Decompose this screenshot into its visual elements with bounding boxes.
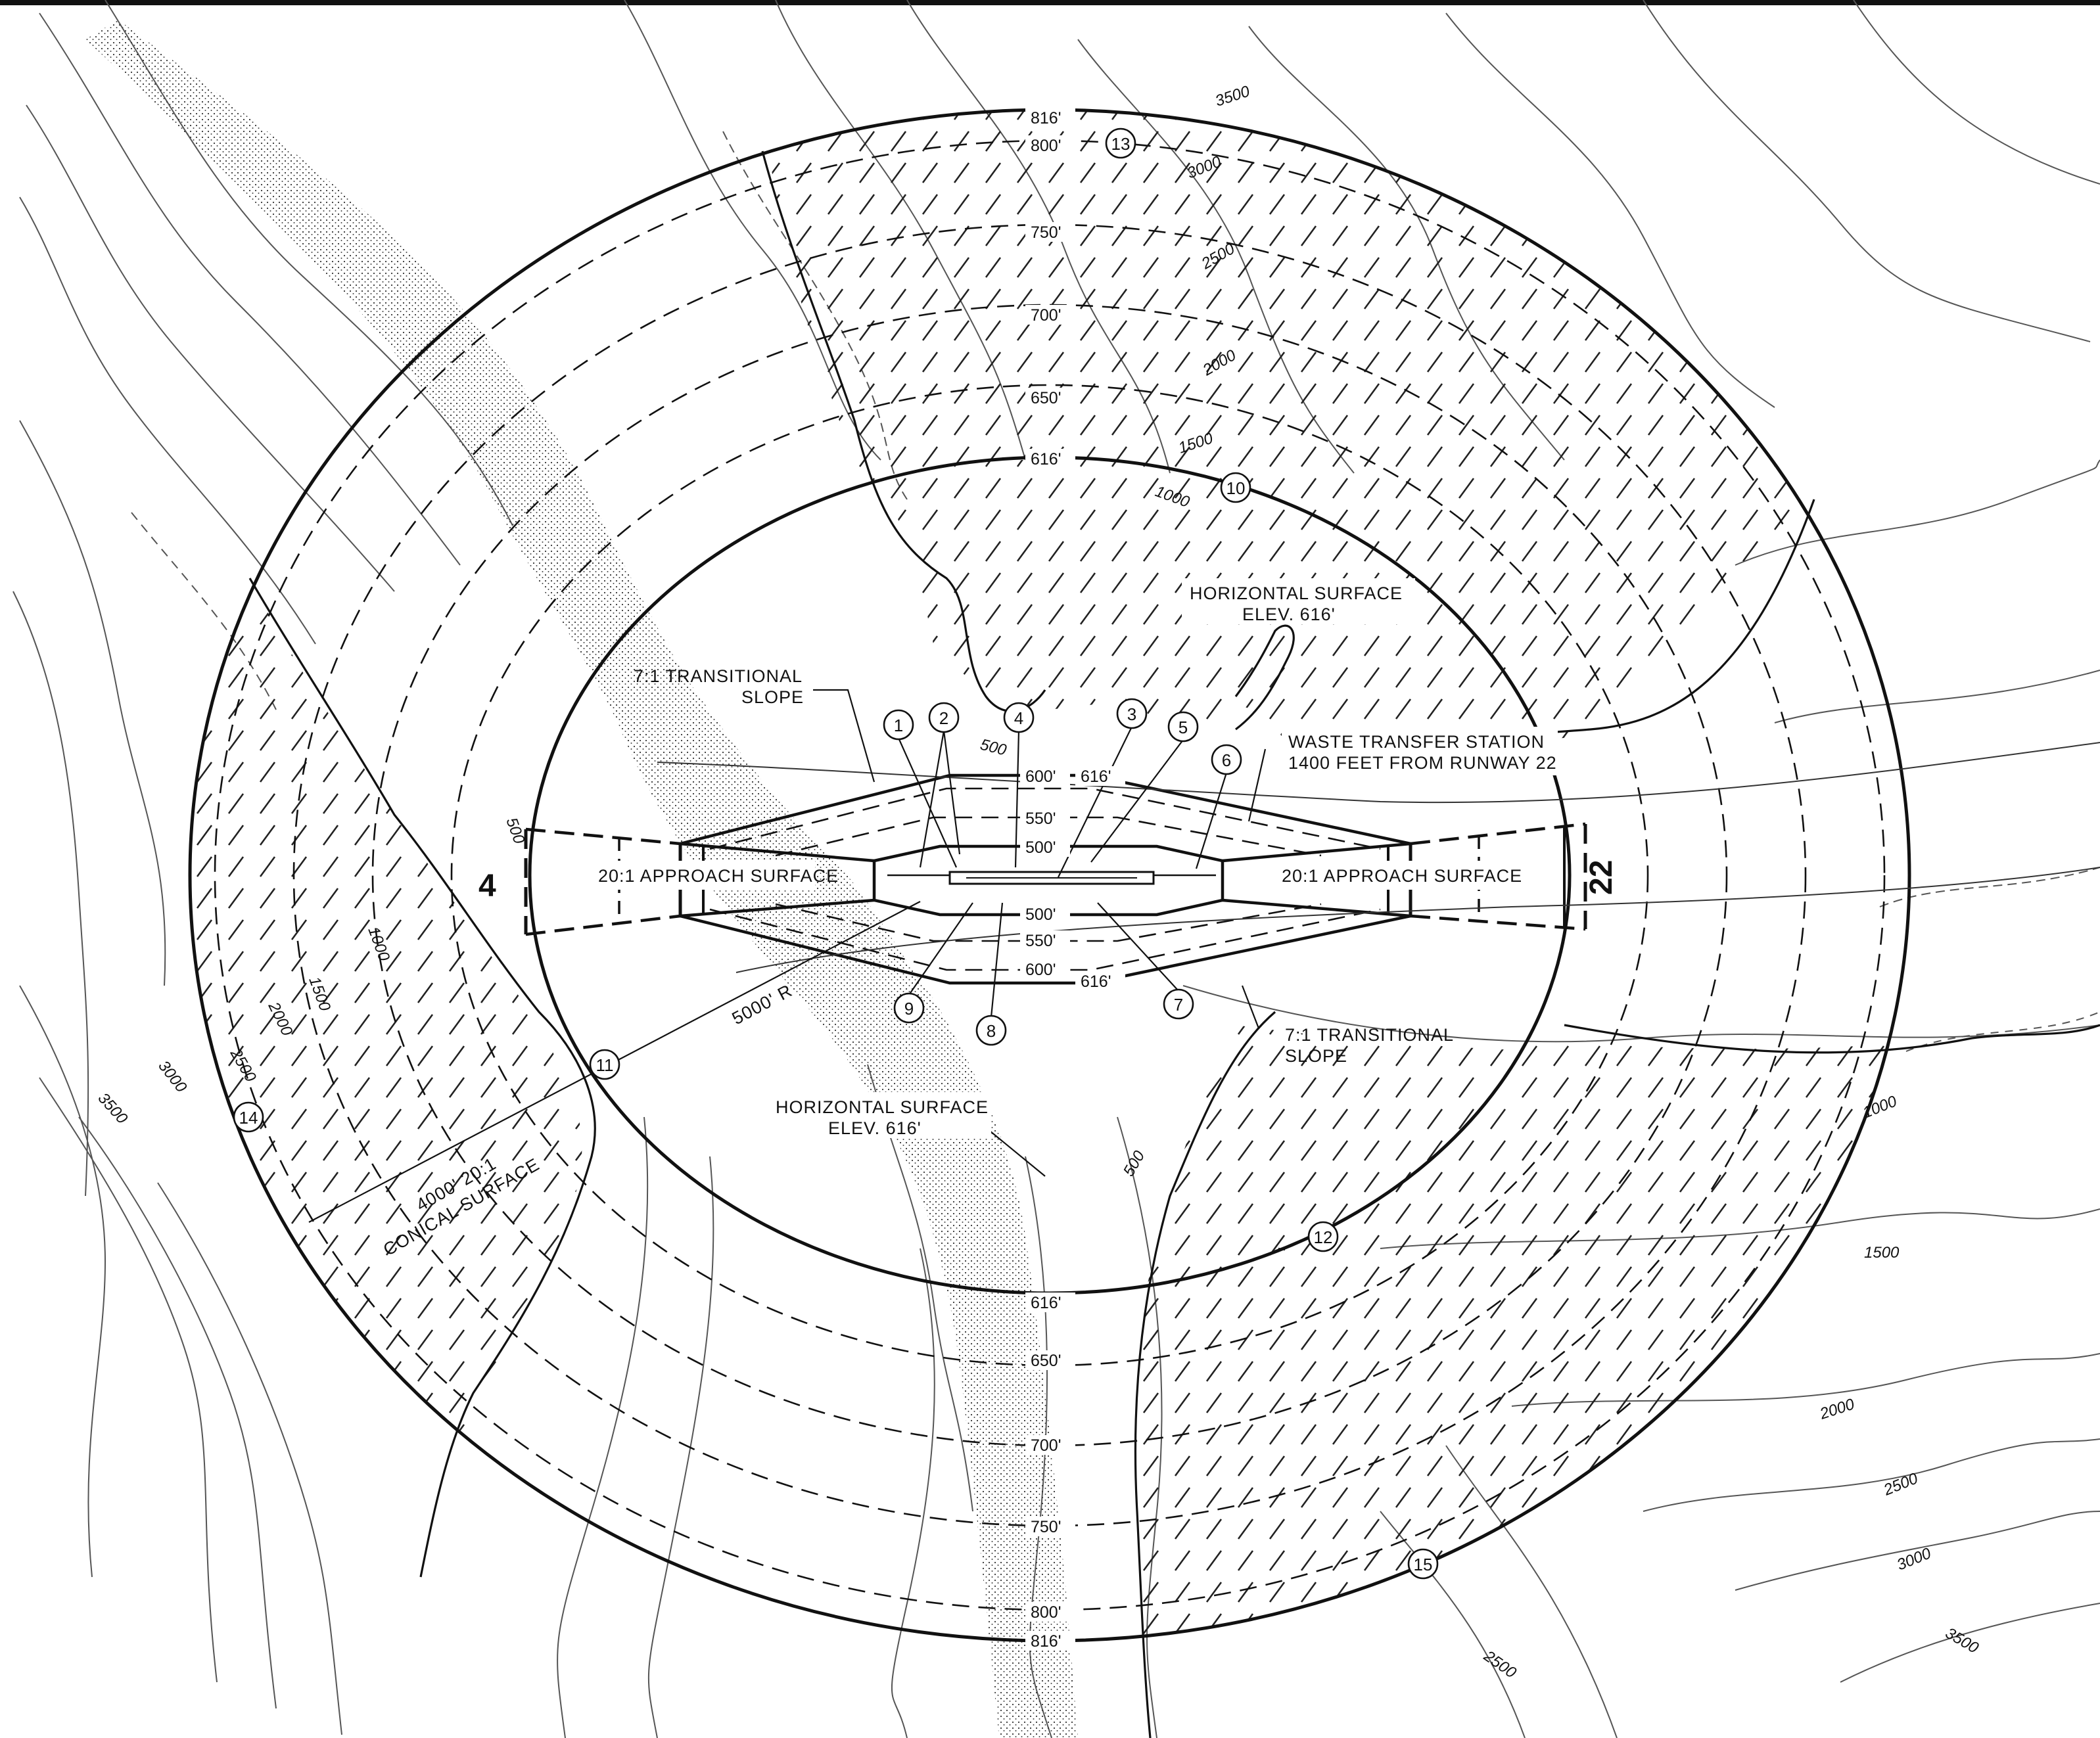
waste-station-line2: 1400 FEET FROM RUNWAY 22 bbox=[1288, 753, 1557, 773]
marker-14 bbox=[233, 1101, 264, 1133]
marker-4 bbox=[1003, 702, 1035, 733]
road-lines bbox=[657, 742, 2100, 973]
trans-550-bottom: 550' bbox=[1025, 932, 1056, 950]
horizontal-surface-north-line1: HORIZONTAL SURFACE bbox=[1190, 583, 1403, 603]
marker-5 bbox=[1167, 711, 1199, 743]
marker-13-label: 13 bbox=[1111, 134, 1131, 154]
marker-10 bbox=[1220, 472, 1251, 503]
approach-surface-west-label: 20:1 APPROACH SURFACE bbox=[598, 866, 839, 886]
approach-surface-east-label: 20:1 APPROACH SURFACE bbox=[1282, 866, 1522, 886]
elev-816-top: 816' bbox=[1031, 109, 1061, 127]
topo-1500-e: 1500 bbox=[1864, 1244, 1900, 1262]
topo-500-s: 500 bbox=[1120, 1147, 1149, 1179]
marker-2 bbox=[928, 702, 960, 733]
marker-7 bbox=[1163, 988, 1194, 1020]
marker-12-label: 12 bbox=[1314, 1227, 1333, 1247]
marker-8 bbox=[975, 1015, 1007, 1046]
transitional-south-line2: SLOPE bbox=[1285, 1046, 1347, 1066]
trans-500-bottom: 500' bbox=[1025, 905, 1056, 924]
marker-5-label: 5 bbox=[1178, 718, 1188, 737]
trans-600-bottom: 600' bbox=[1025, 961, 1056, 979]
marker-13 bbox=[1105, 127, 1136, 159]
elevation-label-backgrounds bbox=[1020, 108, 1125, 1651]
marker-2-label: 2 bbox=[939, 708, 948, 728]
elev-750-top: 750' bbox=[1031, 223, 1061, 242]
radius-label: 5000' R bbox=[729, 980, 796, 1028]
marker-10-label: 10 bbox=[1226, 478, 1246, 498]
trans-550-top: 550' bbox=[1025, 810, 1056, 828]
marker-6-label: 6 bbox=[1222, 750, 1231, 770]
marker-4-label: 4 bbox=[1014, 708, 1023, 728]
marker-15 bbox=[1407, 1548, 1439, 1580]
elev-650-top: 650' bbox=[1031, 389, 1061, 407]
marker-14-label: 14 bbox=[239, 1108, 258, 1128]
horizontal-surface-north-line2: ELEV. 616' bbox=[1242, 605, 1336, 624]
transitional-600-contour bbox=[709, 787, 1381, 850]
marker-11 bbox=[589, 1049, 620, 1080]
trans-616-top: 616' bbox=[1081, 767, 1111, 786]
elev-800-bottom: 800' bbox=[1031, 1603, 1061, 1622]
elev-700-bottom: 700' bbox=[1031, 1436, 1061, 1455]
runway-end-22: 22 bbox=[1584, 860, 1619, 895]
terrain-ridge-lines bbox=[248, 150, 2100, 1738]
elev-750-bottom: 750' bbox=[1031, 1518, 1061, 1536]
transitional-south-line1: 7:1 TRANSITIONAL bbox=[1285, 1025, 1454, 1045]
marker-9-label: 9 bbox=[904, 999, 914, 1018]
transitional-550-contour-bottom bbox=[775, 903, 1322, 942]
marker-11-label: 11 bbox=[596, 1055, 614, 1075]
elev-816-bottom: 816' bbox=[1031, 1632, 1061, 1651]
marker-labels: 1 2 3 4 5 6 7 8 9 10 11 12 13 14 15 bbox=[239, 134, 1433, 1574]
transitional-550-contour bbox=[775, 816, 1322, 857]
runway bbox=[948, 871, 1155, 885]
marker-1-label: 1 bbox=[894, 716, 903, 735]
marker-3-label: 3 bbox=[1127, 704, 1136, 724]
elev-650-bottom: 650' bbox=[1031, 1352, 1061, 1370]
runway-end-4: 4 bbox=[478, 869, 496, 903]
markers bbox=[233, 127, 1439, 1580]
elev-700-top: 700' bbox=[1031, 306, 1061, 325]
marker-1 bbox=[883, 709, 914, 741]
marker-8-label: 8 bbox=[987, 1021, 996, 1041]
horizontal-surface-south-line2: ELEV. 616' bbox=[828, 1118, 922, 1138]
transitional-north-line2: SLOPE bbox=[741, 687, 804, 707]
horizontal-surface-south-line1: HORIZONTAL SURFACE bbox=[776, 1097, 989, 1117]
trans-500-top: 500' bbox=[1025, 838, 1056, 857]
marker-12 bbox=[1307, 1221, 1339, 1252]
trans-616-bottom: 616' bbox=[1081, 972, 1111, 991]
marker-7-label: 7 bbox=[1174, 995, 1183, 1015]
trans-600-top: 600' bbox=[1025, 767, 1056, 786]
marker-9 bbox=[893, 992, 925, 1024]
runway-surfaces bbox=[678, 773, 1412, 985]
marker-15-label: 15 bbox=[1414, 1555, 1433, 1574]
elevation-labels: 816' 800' 750' 700' 650' 616' 616' 650' … bbox=[1025, 109, 1111, 1651]
transitional-600-contour-bottom bbox=[709, 908, 1381, 971]
marker-3 bbox=[1116, 698, 1148, 729]
elev-800-top: 800' bbox=[1031, 137, 1061, 155]
marker-6 bbox=[1211, 744, 1242, 775]
transitional-north-line1: 7:1 TRANSITIONAL bbox=[634, 666, 803, 686]
elev-616-top: 616' bbox=[1031, 450, 1061, 469]
elev-616-bottom: 616' bbox=[1031, 1294, 1061, 1312]
waste-station-line1: WASTE TRANSFER STATION bbox=[1288, 732, 1545, 752]
annotation-backgrounds bbox=[592, 578, 1558, 1138]
